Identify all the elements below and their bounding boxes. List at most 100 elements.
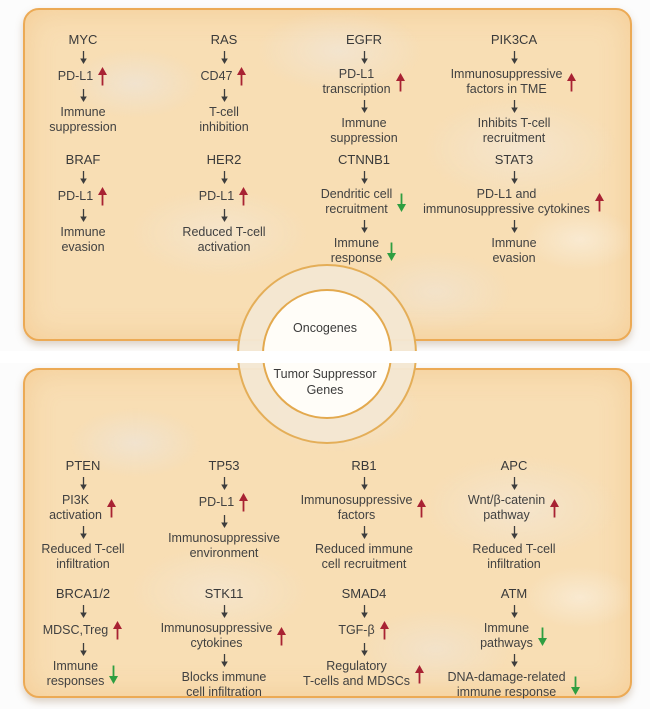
increase-arrow-icon (566, 72, 577, 92)
step-text: PD-L1 (198, 189, 235, 203)
increase-arrow-icon (594, 192, 605, 212)
step-text: Immune evasion (491, 236, 537, 265)
gene-label: BRAF (65, 152, 101, 167)
step-text: Immune pathways (480, 621, 533, 650)
center-label-oncogenes: Oncogenes (293, 321, 357, 335)
step-text: Regulatory T-cells and MDSCs (303, 659, 410, 688)
gene-label: MYC (68, 32, 98, 47)
pathway-pten: PTEN PI3K activation Reduced T-cell infilt… (0, 458, 178, 573)
step-text: PD-L1 transcription (322, 67, 391, 96)
down-arrow-icon (79, 171, 88, 184)
gene-label: EGFR (345, 32, 383, 47)
step-text: MDSC,Treg (42, 623, 109, 637)
increase-arrow-icon (238, 187, 249, 206)
pathway-step: Reduced T-cell activation (182, 225, 265, 255)
gene-label: APC (500, 458, 528, 473)
gene-label: STK11 (204, 586, 244, 601)
gene-label: SMAD4 (341, 586, 387, 601)
pathway-step: Immune evasion (491, 236, 536, 266)
step-text: PD-L1 (57, 69, 94, 83)
pathway-brca1-2: BRCA1/2 MDSC,Treg Immune responses (0, 586, 178, 690)
down-arrow-icon (220, 171, 229, 184)
gene-label: PTEN (65, 458, 101, 473)
pathway-step: Dendritic cell recruitment (321, 187, 408, 217)
down-arrow-icon (510, 100, 519, 113)
down-arrow-icon (220, 51, 229, 64)
pathway-step: Immunosuppressive environment (168, 531, 280, 561)
increase-arrow-icon (276, 626, 287, 646)
step-text: PD-L1 (57, 189, 94, 203)
increase-arrow-icon (106, 498, 117, 518)
pathway-ras: RAS CD47 T-cell inhibition (129, 32, 319, 136)
gene-label: ATM (500, 586, 528, 601)
pathway-step: Immunosuppressive factors (301, 493, 428, 523)
step-text: PD-L1 (198, 495, 235, 509)
decrease-arrow-icon (537, 627, 548, 646)
gene-label: PIK3CA (490, 32, 538, 47)
step-text: TGF-β (338, 623, 375, 637)
pathway-step: PD-L1 (199, 493, 249, 512)
step-text: Immunosuppressive factors in TME (450, 67, 563, 96)
down-arrow-icon (79, 209, 88, 222)
increase-arrow-icon (416, 498, 427, 518)
center-label-tumor-suppressor-genes: Tumor Suppressor Genes (273, 367, 377, 397)
pathway-step: Immune response (331, 236, 397, 266)
down-arrow-icon (220, 477, 229, 490)
pathway-step: Reduced T-cell infiltration (472, 542, 555, 572)
down-arrow-icon (220, 605, 229, 618)
down-arrow-icon (79, 89, 88, 102)
gene-label: STAT3 (494, 152, 534, 167)
pathway-step: Immunosuppressive cytokines (161, 621, 288, 651)
gene-label: BRCA1/2 (55, 586, 111, 601)
down-arrow-icon (510, 51, 519, 64)
down-arrow-icon (220, 89, 229, 102)
pathway-rb1: RB1 Immunosuppressive factors Reduced immu… (269, 458, 459, 573)
pathway-smad4: SMAD4 TGF-β Regulatory T-cells and MDSCs (269, 586, 459, 690)
step-text: Immune suppression (330, 116, 398, 145)
pathway-step: Immune evasion (60, 225, 105, 255)
down-arrow-icon (510, 526, 519, 539)
increase-arrow-icon (238, 493, 249, 512)
down-arrow-icon (360, 171, 369, 184)
increase-arrow-icon (414, 664, 425, 684)
pathway-step: T-cell inhibition (199, 105, 248, 135)
down-arrow-icon (360, 477, 369, 490)
down-arrow-icon (360, 51, 369, 64)
decrease-arrow-icon (108, 665, 119, 684)
increase-arrow-icon (112, 621, 123, 640)
pathway-myc: MYC PD-L1 Immune suppression (0, 32, 178, 136)
step-text: T-cell inhibition (199, 105, 249, 134)
down-arrow-icon (220, 515, 229, 528)
increase-arrow-icon (97, 67, 108, 86)
down-arrow-icon (79, 605, 88, 618)
pathway-step: Immune pathways (480, 621, 548, 651)
step-text: Immunosuppressive cytokines (160, 621, 273, 650)
gene-label: HER2 (206, 152, 242, 167)
pathway-step: Immune responses (47, 659, 120, 689)
increase-arrow-icon (549, 498, 560, 518)
step-text: Immunosuppressive factors (300, 493, 413, 522)
step-text: Immune suppression (49, 105, 117, 134)
pathway-stat3: STAT3 PD-L1 and immunosuppressive cytokin… (419, 152, 609, 267)
pathway-step: PD-L1 and immunosuppressive cytokines (423, 187, 605, 217)
panel-divider (0, 351, 650, 363)
down-arrow-icon (510, 654, 519, 667)
down-arrow-icon (360, 100, 369, 113)
step-text: Reduced T-cell infiltration (472, 542, 556, 571)
down-arrow-icon (360, 605, 369, 618)
pathway-step: PD-L1 (199, 187, 249, 206)
down-arrow-icon (220, 209, 229, 222)
step-text: Dendritic cell recruitment (320, 187, 393, 216)
pathway-step: MDSC,Treg (43, 621, 124, 640)
pathway-step: Immunosuppressive factors in TME (451, 67, 578, 97)
down-arrow-icon (79, 526, 88, 539)
step-text: Reduced T-cell infiltration (41, 542, 125, 571)
pathway-step: Blocks immune cell infiltration (182, 670, 267, 700)
pathway-step: CD47 (201, 67, 248, 86)
increase-arrow-icon (97, 187, 108, 206)
down-arrow-icon (510, 605, 519, 618)
pathway-stk11: STK11 Immunosuppressive cytokines Blocks i… (129, 586, 319, 701)
step-text: Immune responses (46, 659, 105, 688)
pathway-step: Immune suppression (330, 116, 397, 146)
